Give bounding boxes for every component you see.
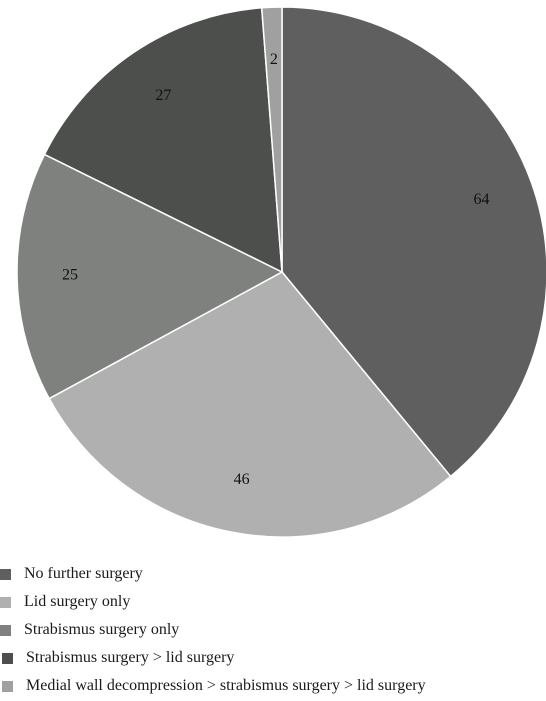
pie-slice-medial-wall-decompression-strabismus-surgery-lid-surgery <box>260 6 283 273</box>
pie-slice-strabismus-surgery-only <box>16 153 284 400</box>
legend-label: Strabismus surgery > lid surgery <box>26 649 235 666</box>
legend-swatch <box>0 596 11 608</box>
legend-swatch <box>0 624 11 636</box>
data-label-strabismus-surgery-lid-surgery: 27 <box>155 87 171 104</box>
legend-label: Lid surgery only <box>24 593 131 610</box>
data-label-no-further-surgery: 64 <box>474 191 490 208</box>
legend-item-medial-wall-decompression-strabismus-surgery-lid-surgery: Medial wall decompression > strabismus s… <box>2 675 426 697</box>
legend-item-strabismus-surgery-only: Strabismus surgery only <box>0 619 179 641</box>
legend-swatch <box>0 568 11 580</box>
legend-swatch <box>2 680 13 692</box>
pie-slice-lid-surgery-only <box>48 271 452 538</box>
legend-label: Medial wall decompression > strabismus s… <box>26 677 426 694</box>
legend-swatch <box>2 652 13 664</box>
data-label-medial-wall-decompression-strabismus-surgery-lid-surgery: 2 <box>270 51 278 68</box>
pie-slices <box>16 6 546 538</box>
legend-item-no-further-surgery: No further surgery <box>0 563 143 585</box>
data-label-lid-surgery-only: 46 <box>234 471 250 488</box>
pie-slice-no-further-surgery <box>281 6 546 478</box>
legend-item-strabismus-surgery-lid-surgery: Strabismus surgery > lid surgery <box>2 647 234 669</box>
pie-slice-strabismus-surgery-lid-surgery <box>43 6 283 274</box>
legend-label: No further surgery <box>24 565 143 582</box>
pie-data-labels: 64 46 25 27 2 <box>62 51 489 488</box>
data-label-strabismus-surgery-only: 25 <box>62 267 78 284</box>
pie-chart: 64 46 25 27 2 <box>16 6 546 538</box>
legend-label: Strabismus surgery only <box>24 621 180 638</box>
legend-item-lid-surgery-only: Lid surgery only <box>0 591 130 613</box>
